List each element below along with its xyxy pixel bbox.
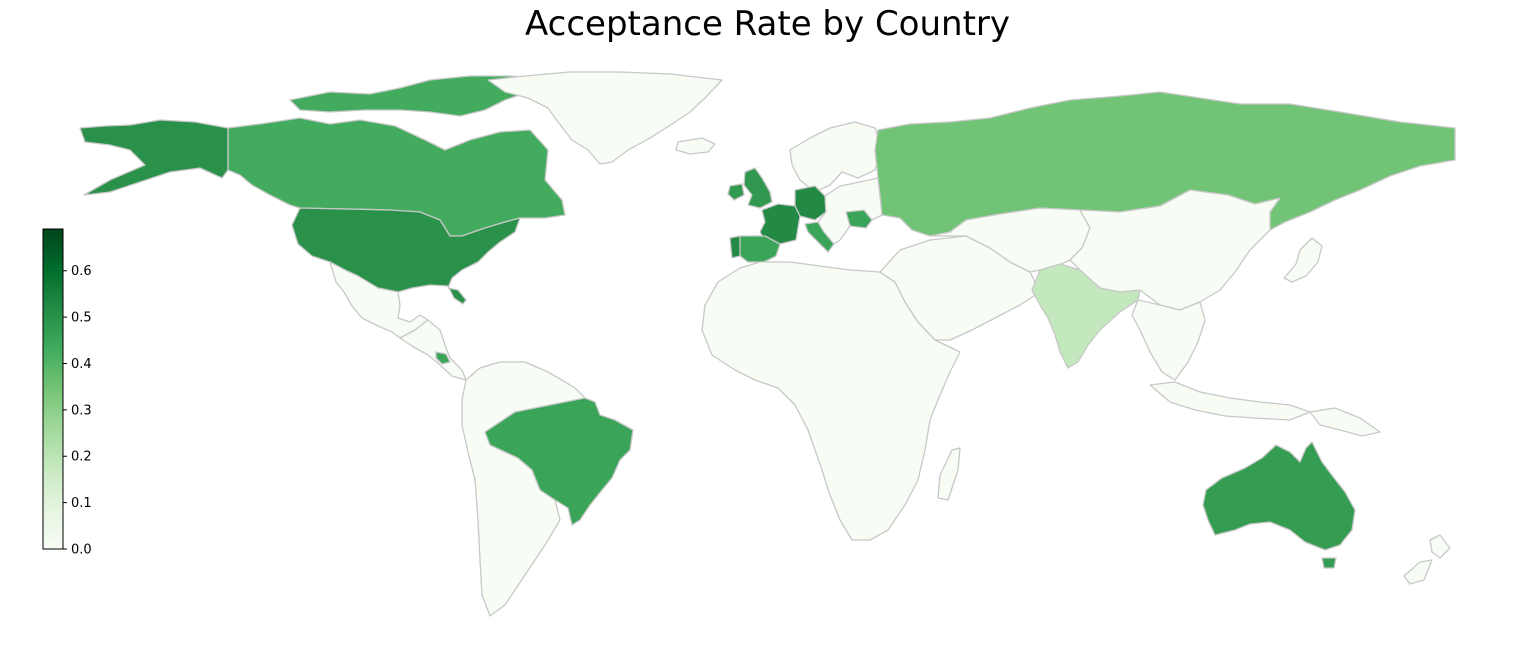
canada-arctic-islands[interactable] bbox=[289, 75, 536, 117]
eastern-europe-region[interactable] bbox=[817, 177, 883, 245]
papua-new-guinea-region[interactable] bbox=[1309, 407, 1381, 437]
ireland-region[interactable] bbox=[727, 183, 745, 201]
colorbar-ticks: 0.0 0.1 0.2 0.3 0.4 0.5 0.6 bbox=[63, 264, 92, 558]
colorbar-tick-label: 0.4 bbox=[71, 357, 92, 372]
mexico-region[interactable] bbox=[329, 261, 429, 339]
map-title: Acceptance Rate by Country bbox=[524, 4, 1011, 44]
australia-region[interactable] bbox=[1202, 441, 1356, 551]
new-zealand-region[interactable] bbox=[1403, 534, 1451, 585]
land-layer bbox=[79, 71, 1456, 617]
central-america-region[interactable] bbox=[399, 319, 467, 381]
tasmania-region[interactable] bbox=[1321, 557, 1337, 569]
madagascar-region[interactable] bbox=[937, 447, 961, 501]
colorbar: 0.0 0.1 0.2 0.3 0.4 0.5 0.6 bbox=[42, 228, 92, 558]
colorbar-tick-label: 0.6 bbox=[71, 264, 92, 279]
brazil-region[interactable] bbox=[484, 397, 634, 526]
indonesia-region[interactable] bbox=[1149, 381, 1311, 421]
colorbar-tick-label: 0.3 bbox=[71, 403, 92, 418]
colorbar-tick-label: 0.1 bbox=[71, 496, 92, 511]
canada-region[interactable] bbox=[227, 117, 566, 237]
scandinavia-region[interactable] bbox=[789, 121, 883, 193]
alaska-region[interactable] bbox=[79, 119, 229, 196]
costa-rica-region[interactable] bbox=[435, 351, 451, 365]
colorbar-tick-label: 0.0 bbox=[71, 543, 92, 558]
iceland-region[interactable] bbox=[675, 137, 716, 155]
colorbar-gradient bbox=[42, 228, 64, 550]
greenland-region[interactable] bbox=[487, 71, 723, 165]
japan-region[interactable] bbox=[1283, 237, 1323, 283]
colorbar-tick-label: 0.2 bbox=[71, 450, 92, 465]
portugal-region[interactable] bbox=[729, 235, 741, 259]
africa-region[interactable] bbox=[701, 261, 961, 541]
southeast-asia-region[interactable] bbox=[1131, 299, 1206, 381]
spain-region[interactable] bbox=[737, 235, 781, 263]
china-region[interactable] bbox=[1069, 189, 1281, 311]
colorbar-tick-label: 0.5 bbox=[71, 311, 92, 326]
france-region[interactable] bbox=[759, 203, 801, 245]
germany-region[interactable] bbox=[794, 185, 827, 221]
russia-region[interactable] bbox=[874, 91, 1456, 237]
middle-east-region[interactable] bbox=[879, 235, 1041, 341]
united-kingdom-region[interactable] bbox=[743, 167, 773, 209]
